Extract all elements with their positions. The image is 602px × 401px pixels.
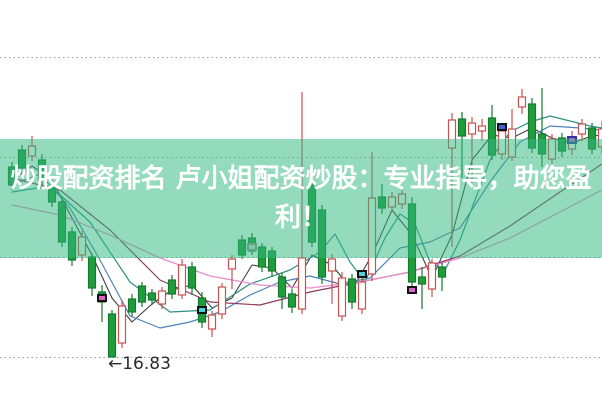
candle-body [577,123,587,135]
signal-marker-glyph [199,308,205,312]
candle-body [337,277,347,317]
banner-text-line1: 炒股配资排名 卢小姐配资炒股：专业指导，助您盈 [10,164,592,194]
candle-body [417,276,427,285]
candle-body [177,264,187,296]
promo-banner-overlay: 炒股配资排名 卢小姐配资炒股：专业指导，助您盈 利！ [0,139,602,258]
candle-body [357,281,367,310]
low-price-annotation: ←16.83 [108,354,171,374]
candle-body [457,118,467,137]
candle-body [477,125,487,132]
candle-body [287,293,297,308]
candle-body [277,276,287,298]
candle-body [107,313,117,358]
candle-body [167,279,177,295]
candle-body [427,262,437,290]
candle-body [147,292,157,301]
candle-body [467,122,477,135]
candle-body [227,258,237,270]
signal-marker-glyph [409,288,415,292]
candle-body [157,290,167,305]
candle-body [297,257,307,310]
banner-text-line2: 利！ [274,203,327,233]
candle-body [437,266,447,278]
candle-body [217,286,227,315]
candle-body [137,285,147,303]
candle-body [517,96,527,108]
candle-body [127,298,137,313]
candle-body [347,278,357,303]
signal-marker-glyph [359,272,365,276]
candle-body [207,314,217,330]
candle-body [117,305,127,344]
candle-body [327,258,337,272]
candle-body [597,128,602,148]
signal-marker-glyph [99,296,105,300]
candle-body [87,256,97,289]
candle-body [187,266,197,289]
signal-marker-glyph [499,125,505,129]
